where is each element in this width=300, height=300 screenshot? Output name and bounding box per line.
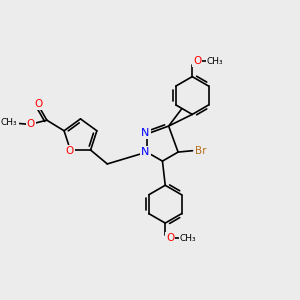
Text: O: O <box>166 233 174 243</box>
Text: N: N <box>141 147 150 157</box>
Text: O: O <box>66 146 74 156</box>
Text: Br: Br <box>195 146 206 156</box>
Text: O: O <box>27 118 35 129</box>
Text: O: O <box>193 56 201 66</box>
Text: CH₃: CH₃ <box>0 118 17 127</box>
Text: CH₃: CH₃ <box>180 234 196 243</box>
Text: CH₃: CH₃ <box>207 57 223 66</box>
Text: O: O <box>34 99 43 109</box>
Text: N: N <box>141 128 150 138</box>
